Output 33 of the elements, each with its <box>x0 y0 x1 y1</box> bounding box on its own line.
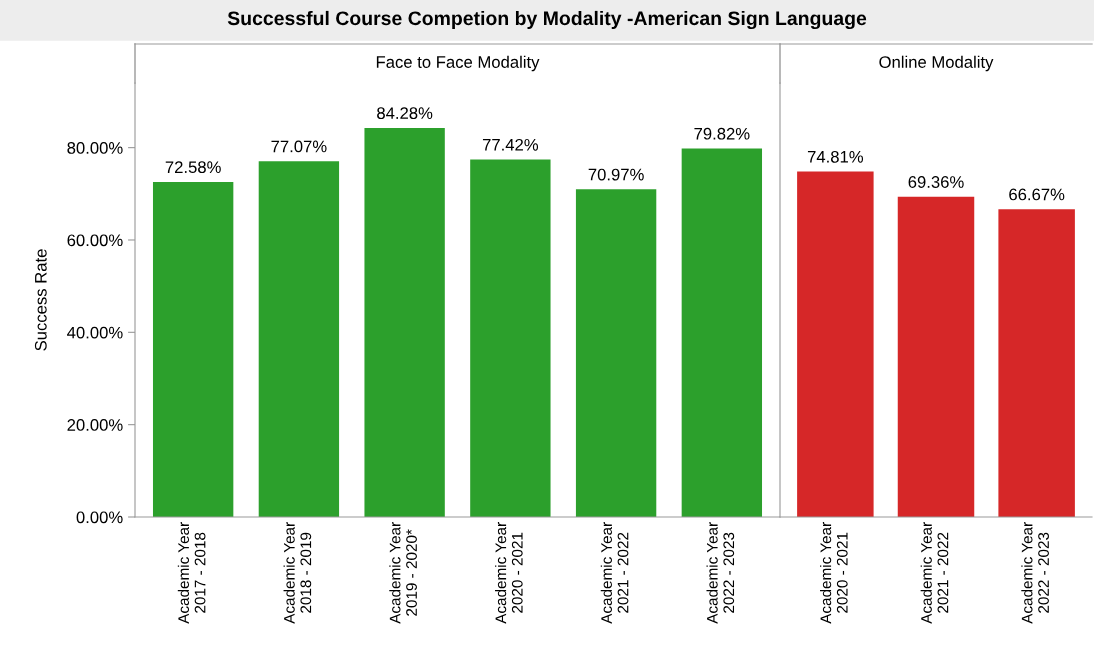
y-tick-label: 40.00% <box>67 326 123 339</box>
x-tick-label: Academic Year 2017 - 2018 <box>177 522 206 624</box>
x-tick-label: Academic Year 2021 - 2022 <box>600 522 629 624</box>
chart-title: Successful Course Competion by Modality -American Sign Language <box>227 10 867 30</box>
y-tick-label: 20.00% <box>67 419 123 431</box>
data-label: 74.81% <box>807 150 864 163</box>
bar <box>364 127 445 517</box>
x-tick-label: Academic Year 2018 - 2019 <box>283 522 312 624</box>
y-tick-label: 0.00% <box>76 511 123 524</box>
bar <box>152 181 234 517</box>
y-tick-label: 60.00% <box>67 234 123 247</box>
data-label: 70.97% <box>588 168 644 181</box>
data-label: 84.28% <box>377 107 433 120</box>
x-tick-label: Academic Year 2022 - 2023 <box>1021 522 1049 624</box>
data-label: 69.36% <box>908 176 964 188</box>
data-label: 72.58% <box>165 161 221 174</box>
x-tick-label: Academic Year 2022 - 2023 <box>706 522 735 624</box>
bar <box>575 189 657 517</box>
data-label: 77.42% <box>482 138 539 151</box>
x-tick-label: Academic Year 2020 - 2021 <box>495 522 523 624</box>
chart-subtitle: Face to Face Modality <box>376 55 540 72</box>
bar <box>258 161 340 517</box>
data-label: 66.67% <box>1009 188 1065 201</box>
bar <box>470 159 551 517</box>
x-tick-label: Academic Year 2020 - 2021 <box>820 522 848 624</box>
chart-subtitle: Online Modality <box>879 55 994 72</box>
x-tick-label: Academic Year 2019 - 2020* <box>389 522 417 624</box>
y-tick-label: 80.00% <box>67 142 123 154</box>
data-label: 77.07% <box>271 140 327 153</box>
x-tick-label: Academic Year 2021 - 2022 <box>920 522 949 624</box>
data-label: 79.82% <box>694 127 750 140</box>
y-axis-title: Success Rate <box>34 249 47 351</box>
bar <box>681 148 763 517</box>
